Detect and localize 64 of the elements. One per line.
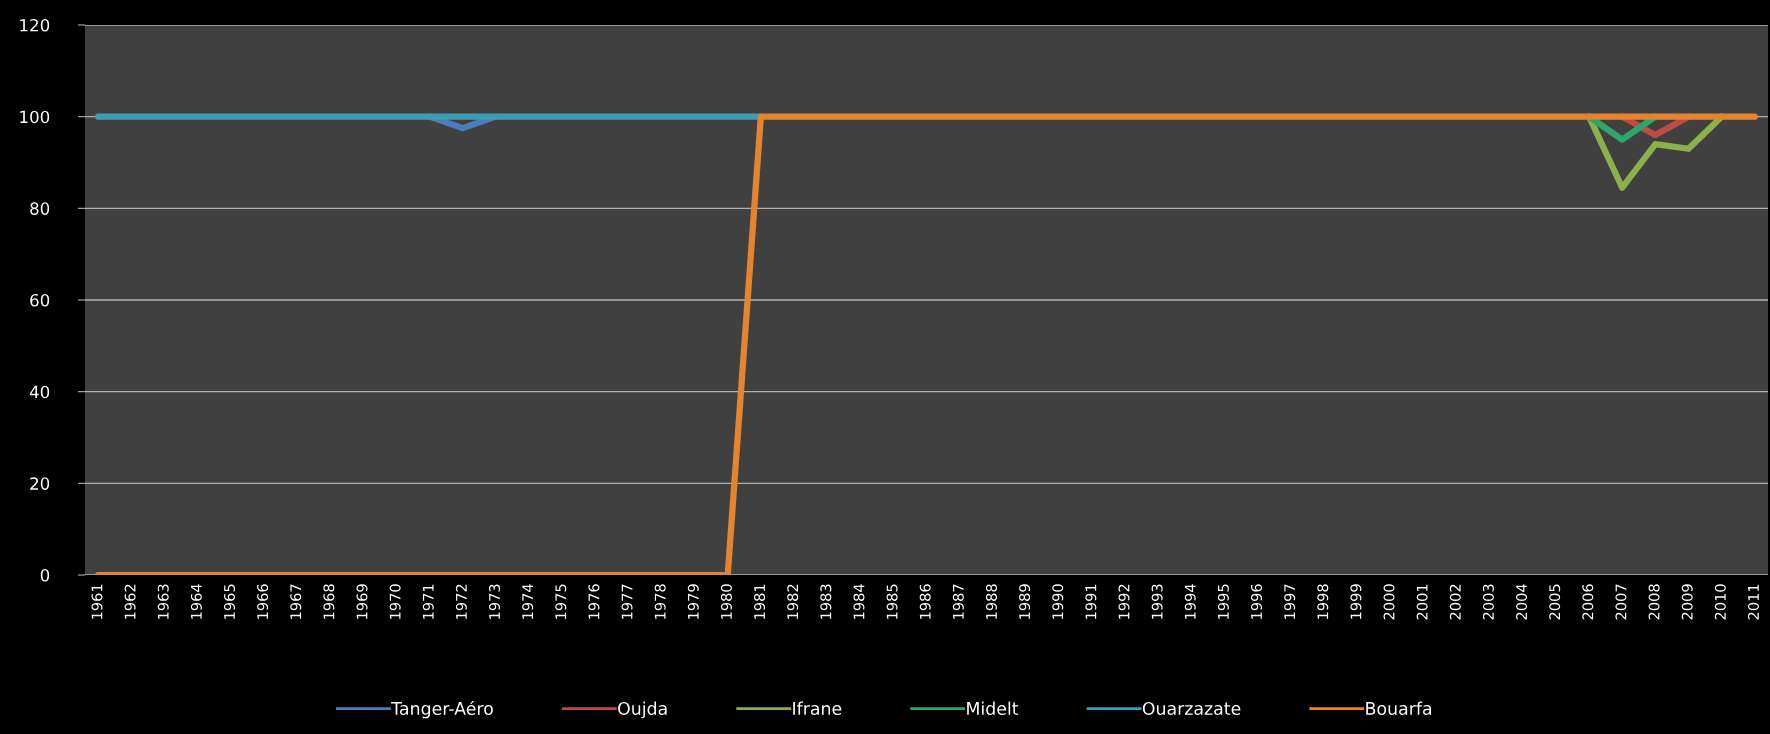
legend-label: Bouarfa	[1366, 701, 1432, 716]
x-tick-label: 1977	[621, 584, 633, 619]
x-tick-label: 1978	[654, 584, 666, 619]
x-tick-label: 1985	[886, 584, 898, 619]
legend-label: Ouarzazate	[1142, 701, 1241, 716]
x-tick-label: 1971	[422, 584, 434, 619]
x-tick-label: 1999	[1350, 584, 1362, 619]
x-tick-label: 1972	[455, 584, 467, 619]
legend-label: Midelt	[967, 701, 1019, 716]
x-tick-label: 2010	[1714, 584, 1726, 620]
x-tick-label: 1988	[985, 584, 997, 619]
x-tick-label: 1997	[1284, 584, 1296, 619]
x-tick-label: 2006	[1582, 584, 1594, 620]
x-tick-label: 2005	[1549, 584, 1561, 620]
x-tick-label: 1989	[1019, 584, 1031, 619]
x-tick-label: 1992	[1118, 584, 1130, 619]
x-tick-label: 2000	[1383, 584, 1395, 620]
x-tick-label: 1966	[257, 584, 269, 619]
x-tick-label: 2007	[1615, 584, 1627, 620]
x-tick-label: 1993	[1151, 584, 1163, 619]
x-tick-label: 1961	[91, 584, 103, 619]
x-tick-label: 1986	[919, 584, 931, 619]
x-tick-label: 1976	[588, 584, 600, 619]
x-tick-label: 1994	[1184, 584, 1196, 619]
x-tick-label: 1991	[1085, 584, 1097, 619]
legend-label: Oujda	[618, 701, 667, 719]
x-tick-label: 1969	[356, 584, 368, 619]
legend-label: Ifrane	[793, 701, 842, 716]
y-tick-label: 80	[30, 202, 50, 215]
x-tick-label: 1979	[687, 584, 699, 619]
y-tick-label: 20	[30, 477, 50, 490]
x-tick-label: 1968	[323, 584, 335, 619]
x-tick-label: 1967	[290, 584, 302, 619]
x-tick-label: 1975	[555, 584, 567, 619]
x-tick-label: 2002	[1449, 584, 1461, 620]
x-tick-label: 1987	[952, 584, 964, 619]
x-tick-label: 1990	[1052, 584, 1064, 619]
y-tick-label: 100	[20, 110, 50, 124]
x-tick-label: 2008	[1648, 584, 1660, 620]
x-tick-label: 1998	[1317, 584, 1329, 619]
x-tick-label: 1962	[124, 584, 136, 619]
x-tick-label: 1964	[190, 584, 202, 619]
y-tick-label: 40	[29, 385, 50, 399]
x-tick-label: 1983	[820, 584, 832, 619]
y-tick-label: 0	[40, 568, 50, 582]
y-tick-label: 60	[30, 293, 50, 307]
legend-label: Tanger-Aéro	[391, 700, 493, 719]
x-tick-label: 1973	[489, 584, 501, 619]
x-tick-label: 1970	[389, 584, 401, 619]
x-tick-label: 2004	[1516, 584, 1528, 620]
x-tick-label: 1981	[754, 584, 766, 619]
x-tick-label: 2001	[1416, 584, 1428, 620]
x-tick-label: 1996	[1251, 584, 1263, 619]
y-tick-label: 120	[20, 18, 50, 32]
x-tick-label: 1965	[223, 584, 235, 619]
x-tick-label: 1982	[787, 584, 799, 619]
x-tick-label: 1995	[1217, 584, 1229, 619]
x-tick-label: 1984	[853, 584, 865, 619]
x-tick-label: 1980	[720, 584, 732, 619]
x-tick-label: 1974	[522, 584, 534, 619]
x-tick-label: 2009	[1681, 584, 1693, 620]
x-tick-label: 2011	[1747, 584, 1759, 620]
x-tick-label: 1963	[157, 584, 169, 619]
x-tick-label: 2003	[1482, 584, 1494, 620]
